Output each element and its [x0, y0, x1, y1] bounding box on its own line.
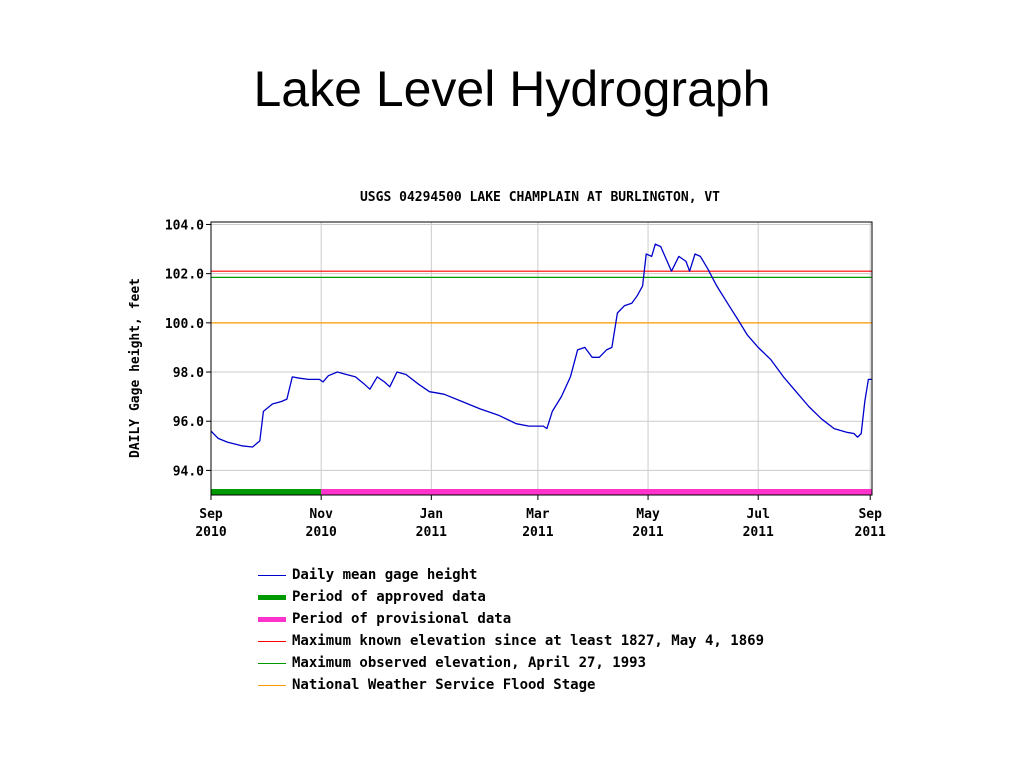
- chart-title: USGS 04294500 LAKE CHAMPLAIN AT BURLINGT…: [360, 190, 720, 205]
- legend-item: Maximum known elevation since at least 1…: [258, 630, 764, 652]
- y-tick-label: 104.0: [165, 218, 204, 233]
- x-tick-label-month: Jul: [746, 507, 769, 522]
- period-bars: [211, 489, 873, 495]
- y-tick-label: 96.0: [173, 415, 204, 430]
- legend-label: Daily mean gage height: [292, 567, 478, 583]
- legend-swatch: [258, 594, 286, 600]
- legend-item: Maximum observed elevation, April 27, 19…: [258, 652, 764, 674]
- legend-item: Daily mean gage height: [258, 564, 764, 586]
- x-tick-label-month: Nov: [309, 507, 333, 522]
- grid: [210, 222, 872, 495]
- x-tick-label-month: May: [636, 507, 660, 522]
- legend-item: National Weather Service Flood Stage: [258, 674, 764, 696]
- legend-swatch: [258, 616, 286, 622]
- x-tick-label-year: 2011: [416, 525, 447, 540]
- slide-title: Lake Level Hydrograph: [253, 61, 771, 117]
- y-tick-label: 94.0: [173, 464, 204, 479]
- series: [210, 243, 872, 448]
- x-tick-label-month: Sep: [858, 507, 882, 522]
- x-tick-label-year: 2011: [855, 525, 886, 540]
- legend-label: Period of provisional data: [292, 611, 512, 627]
- legend-item: Period of provisional data: [258, 608, 764, 630]
- reference-lines: [211, 270, 872, 324]
- y-tick-label: 102.0: [165, 268, 204, 283]
- y-tick-label: 98.0: [173, 366, 204, 381]
- legend-label: Maximum known elevation since at least 1…: [292, 633, 765, 649]
- legend-swatch: [258, 574, 286, 576]
- x-tick-label-year: 2011: [632, 525, 663, 540]
- x-tick-label-month: Mar: [526, 507, 550, 522]
- x-tick-labels: Sep 2010 Nov 2010 Jan 2011 Mar 2011 May 2011 Jul 20…: [195, 495, 886, 540]
- x-tick-label-year: 2011: [522, 525, 553, 540]
- x-tick-label-year: 2011: [743, 525, 774, 540]
- legend-swatch: [258, 684, 286, 686]
- series-line: [210, 243, 872, 448]
- legend-label: Period of approved data: [292, 589, 486, 605]
- period-bar: [211, 489, 322, 495]
- y-tick-labels: 104.0 102.0 100.0 98.0 96.0 94.0: [165, 218, 211, 479]
- y-axis-label: DAILY Gage height, feet: [128, 278, 143, 458]
- legend-label: Maximum observed elevation, April 27, 19…: [292, 655, 647, 671]
- x-tick-label-month: Jan: [420, 507, 443, 522]
- period-bar: [321, 489, 873, 495]
- legend-label: National Weather Service Flood Stage: [292, 677, 596, 693]
- legend-swatch: [258, 662, 286, 664]
- plot-frame: [210, 221, 873, 496]
- legend-item: Period of approved data: [258, 586, 764, 608]
- legend-swatch: [258, 640, 286, 642]
- chart-legend: Daily mean gage height Period of approved…: [258, 564, 764, 696]
- x-tick-label-year: 2010: [195, 525, 226, 540]
- x-tick-label-month: Sep: [199, 507, 223, 522]
- y-tick-label: 100.0: [165, 317, 204, 332]
- x-tick-label-year: 2010: [306, 525, 337, 540]
